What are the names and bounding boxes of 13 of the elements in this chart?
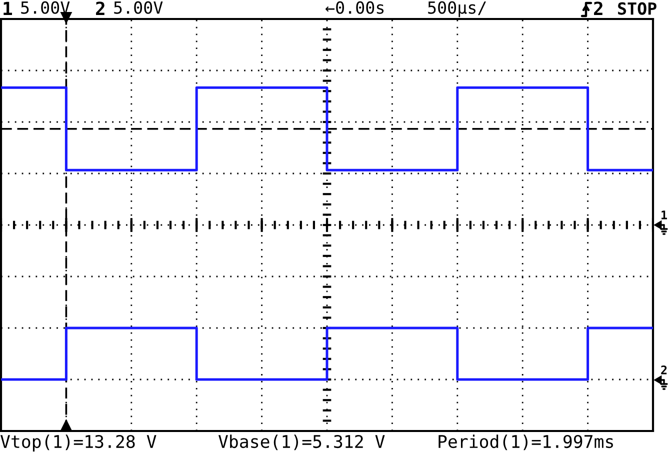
text: 5.00V [114, 1, 163, 14]
text: 2 [661, 365, 667, 374]
text: ←0.00s [326, 1, 384, 14]
text: Period(1)=1.997ms [438, 434, 613, 450]
text: STOP [618, 2, 656, 15]
text: 2 [594, 2, 602, 15]
text: Vbase(1)=5.312 V [218, 434, 385, 450]
text: 1 [4, 2, 12, 15]
text: Vtop(1)=13.28 V [0, 434, 156, 452]
text: 1 [662, 210, 667, 220]
text: 2 [96, 2, 104, 15]
text: 500µs/ [428, 1, 486, 18]
text: 5.00V [21, 1, 70, 14]
